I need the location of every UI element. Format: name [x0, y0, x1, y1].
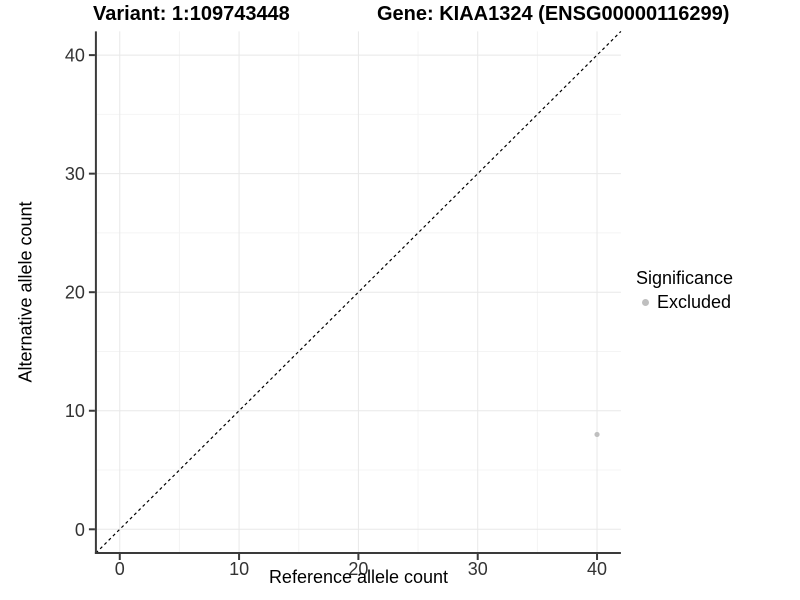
x-tick-label: 20	[348, 559, 368, 579]
y-tick-label: 20	[65, 283, 85, 303]
legend-entry-excluded: Excluded	[636, 291, 733, 313]
legend-title: Significance	[636, 268, 734, 288]
legend-entry-label: Excluded	[657, 292, 732, 312]
plot-title-variant: Variant: 1:109743448	[93, 3, 290, 25]
x-tick-label: 10	[229, 559, 249, 579]
y-tick-label: 40	[65, 46, 85, 66]
x-tick-label: 40	[587, 559, 607, 579]
legend-point-icon	[642, 298, 649, 306]
y-axis-title: Alternative allele count	[15, 201, 36, 383]
x-axis-title: Reference allele count	[268, 567, 449, 587]
plot-title-gene: Gene: KIAA1324 (ENSG00000116299)	[377, 3, 730, 25]
y-tick-label: 10	[65, 401, 85, 421]
y-tick-label: 0	[75, 520, 85, 540]
data-point	[594, 431, 600, 438]
legend: Significance Excluded	[636, 267, 733, 313]
x-tick-label: 0	[115, 559, 125, 579]
y-tick-label: 30	[65, 164, 85, 184]
x-tick-label: 30	[468, 559, 488, 579]
